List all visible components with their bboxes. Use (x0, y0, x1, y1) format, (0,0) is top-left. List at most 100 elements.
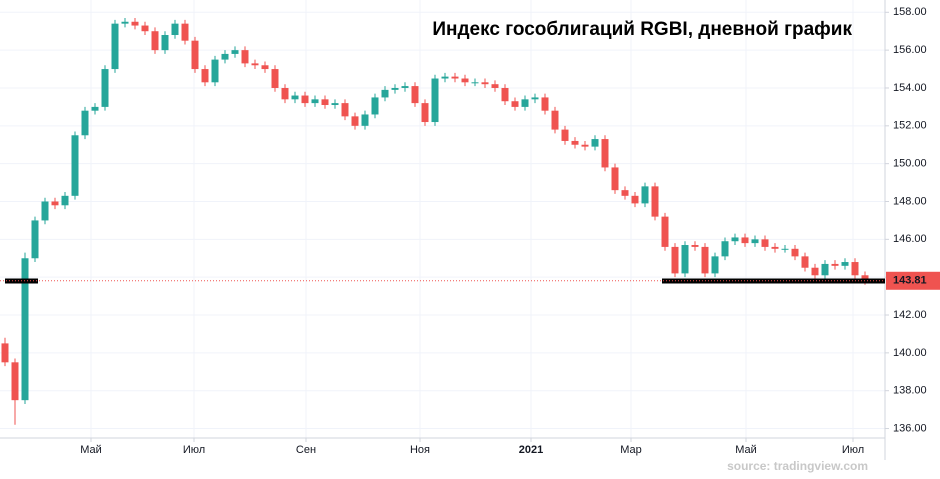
candle-body (461, 78, 469, 83)
candle-body (451, 76, 459, 79)
x-tick-label: Сен (296, 444, 316, 456)
candle-body (91, 106, 99, 111)
candle-body (661, 216, 669, 247)
candle-body (741, 237, 749, 244)
x-tick-label: Май (80, 444, 102, 456)
candle-body (641, 186, 649, 204)
last-price-label: 143.81 (893, 275, 927, 287)
candle-body (71, 135, 79, 196)
candle-body (391, 87, 399, 90)
candle-body (571, 140, 579, 145)
candle-body (521, 99, 529, 107)
candles (1, 17, 869, 425)
candle-body (831, 263, 839, 266)
candle-body (1, 343, 9, 363)
candle-body (151, 31, 159, 51)
candle-body (171, 23, 179, 36)
candle-body (401, 86, 409, 88)
candle-body (271, 69, 279, 88)
candle-body (801, 256, 809, 268)
y-tick-label: 156.00 (893, 44, 927, 56)
candle-body (51, 201, 59, 206)
candle-body (611, 167, 619, 191)
candle-body (381, 89, 389, 98)
candle-body (701, 246, 709, 274)
candle-body (651, 186, 659, 217)
y-tick-label: 158.00 (893, 6, 927, 18)
y-tick-label: 150.00 (893, 158, 927, 170)
candle-body (411, 86, 419, 104)
candle-body (421, 103, 429, 123)
x-tick-label: Май (735, 444, 757, 456)
candle-body (261, 65, 269, 70)
candle-body (671, 246, 679, 274)
candle-body (561, 129, 569, 141)
candle-body (711, 256, 719, 274)
candle-body (111, 23, 119, 70)
x-tick-label: Ноя (410, 444, 430, 456)
y-tick-label: 148.00 (893, 195, 927, 207)
candle-body (821, 263, 829, 276)
candle-body (581, 144, 589, 147)
candle-body (121, 21, 129, 24)
candle-body (231, 50, 239, 54)
candle-body (761, 239, 769, 247)
candle-body (441, 76, 449, 79)
candle-body (211, 59, 219, 83)
candle-body (731, 237, 739, 242)
candle-body (31, 220, 39, 259)
x-tick-label: Июл (183, 444, 205, 456)
candle-body (141, 25, 149, 32)
candle-body (791, 248, 799, 257)
candle-body (371, 97, 379, 115)
candle-body (781, 248, 789, 250)
candle-body (131, 21, 139, 26)
candle-body (221, 53, 229, 60)
candle-body (841, 262, 849, 266)
candle-body (751, 239, 759, 244)
source: source: tradingview.com (727, 459, 868, 473)
y-tick-label: 152.00 (893, 120, 927, 132)
last-price-box (886, 271, 940, 290)
candle-body (491, 84, 499, 88)
candle-body (511, 101, 519, 107)
candle-body (541, 97, 549, 111)
candle-body (601, 139, 609, 168)
y-tick-label: 154.00 (893, 82, 927, 94)
candle-body (551, 110, 559, 130)
candle-body (181, 23, 189, 41)
candle-body (341, 103, 349, 117)
candle-body (621, 190, 629, 196)
x-tick-label: Мар (620, 444, 642, 456)
candle-body (61, 195, 69, 206)
chart-title: Индекс гособлигаций RGBI, дневной график (432, 19, 852, 40)
candle-body (721, 241, 729, 257)
candle-body (811, 267, 819, 276)
candle-body (291, 95, 299, 100)
candle-body (81, 110, 89, 136)
candle-body (771, 246, 779, 249)
candle-body (691, 245, 699, 247)
candle-body (301, 95, 309, 104)
candle-body (161, 35, 169, 51)
candle-body (101, 69, 109, 107)
y-tick-label: 136.00 (893, 422, 927, 434)
candle-body (361, 114, 369, 126)
candle-body (431, 78, 439, 123)
candle-body (41, 201, 49, 221)
candle-body (21, 258, 29, 401)
candle-body (861, 275, 869, 281)
candle-body (631, 195, 639, 204)
candle-body (191, 40, 199, 70)
candle-body (281, 87, 289, 100)
y-tick-label: 140.00 (893, 347, 927, 359)
candle-body (681, 245, 689, 274)
candle-body (241, 50, 249, 64)
candle-body (321, 99, 329, 106)
candle-body (501, 87, 509, 102)
y-tick-label: 142.00 (893, 309, 927, 321)
candle-body (481, 82, 489, 85)
y-tick-label: 146.00 (893, 233, 927, 245)
candle-body (251, 63, 259, 66)
candle-body (311, 99, 319, 104)
